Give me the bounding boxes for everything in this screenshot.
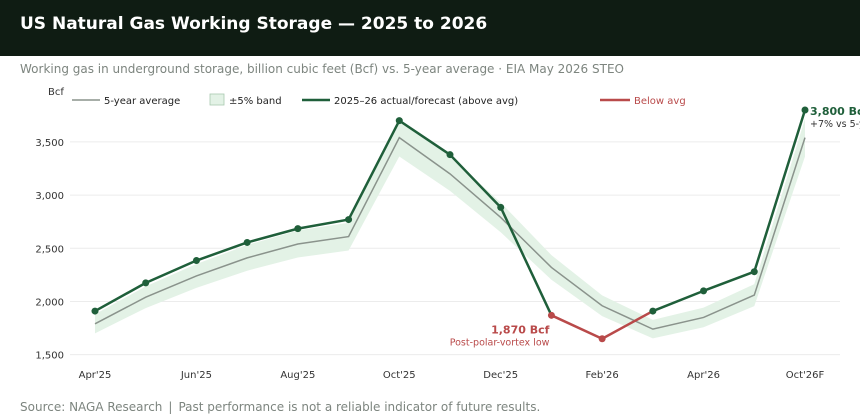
data-point [345, 216, 353, 224]
data-point [547, 311, 555, 319]
x-tick-label: Apr'26 [687, 370, 720, 381]
footer-separator: | [168, 400, 173, 414]
data-point [91, 307, 99, 315]
actual-line-segment [702, 270, 756, 293]
actual-line-segment [245, 227, 300, 244]
data-point [649, 307, 657, 315]
x-tick-label: Jun'25 [180, 370, 212, 381]
actual-line-segment [753, 108, 807, 273]
legend-swatch-band [209, 93, 225, 106]
grid-lines [70, 141, 840, 356]
data-point [750, 268, 758, 276]
y-axis-label: Bcf [48, 87, 64, 98]
footer-source: Source: NAGA Research [20, 400, 163, 414]
x-tick-label: Oct'26F [786, 370, 825, 381]
actual-line-segment [600, 309, 655, 340]
legend-label-actual: 2025–26 actual/forecast (above avg) [334, 96, 518, 107]
annotation-high-note: +7% vs 5-yr [810, 119, 860, 130]
x-tick-label: Oct'25 [383, 370, 416, 381]
x-axis: Apr'25 Jun'25 Aug'25 Oct'25 Dec'25 Feb'26 Apr'… [79, 370, 825, 381]
data-point [395, 117, 403, 125]
actual-line-segment [651, 289, 705, 313]
actual-line-segment [93, 281, 147, 313]
data-point [598, 335, 606, 343]
legend-label-avg: 5-year average [104, 96, 180, 107]
page-title: US Natural Gas Working Storage — 2025 to… [20, 14, 488, 34]
data-point [801, 106, 809, 114]
x-tick-label: Feb'26 [586, 370, 619, 381]
chart-subtitle: Working gas in underground storage, bill… [20, 62, 624, 76]
actual-line-segment [398, 119, 452, 156]
actual-line-segment [550, 314, 604, 340]
avg-series [94, 136, 806, 330]
data-point [192, 257, 200, 265]
data-point [446, 151, 454, 159]
legend-label-below: Below avg [634, 96, 686, 107]
actual-line-segment [144, 259, 198, 285]
data-point [700, 287, 708, 295]
annotation-low-note: Post-polar-vortex low [450, 337, 550, 348]
data-point [243, 238, 251, 246]
x-tick-label: Dec'25 [483, 370, 518, 381]
band-fill [95, 118, 805, 339]
legend: 5-year average ±5% band 2025–26 actual/f… [72, 93, 686, 107]
data-point [294, 225, 302, 233]
x-tick-label: Apr'25 [79, 370, 112, 381]
annotation-high-value: 3,800 Bcf [810, 105, 860, 118]
avg-line [94, 136, 806, 330]
band-area [95, 118, 805, 339]
y-axis: Bcf 1,500 2,000 2,500 3,000 3,500 [35, 87, 64, 362]
y-tick-label: 3,500 [35, 138, 64, 149]
legend-label-band: ±5% band [229, 96, 282, 107]
data-point [142, 279, 150, 287]
actual-points [91, 106, 809, 343]
actual-series [93, 108, 807, 340]
actual-line-segment [347, 119, 401, 221]
y-tick-label: 2,000 [35, 297, 64, 308]
actual-line-segment [195, 241, 249, 262]
y-tick-label: 2,500 [35, 244, 64, 255]
data-point [497, 203, 505, 211]
annotation-low-value: 1,870 Bcf [491, 323, 550, 336]
actual-line-segment [296, 218, 350, 230]
x-tick-label: Aug'25 [280, 370, 315, 381]
y-tick-label: 1,500 [35, 351, 64, 362]
footer-disclaimer: Past performance is not a reliable indic… [178, 400, 541, 414]
y-tick-label: 3,000 [35, 191, 64, 202]
footer: Source: NAGA Research | Past performance i… [20, 400, 540, 414]
actual-line-segment [448, 153, 502, 209]
header-bar: US Natural Gas Working Storage — 2025 to… [0, 0, 860, 56]
actual-line-segment [499, 206, 553, 317]
